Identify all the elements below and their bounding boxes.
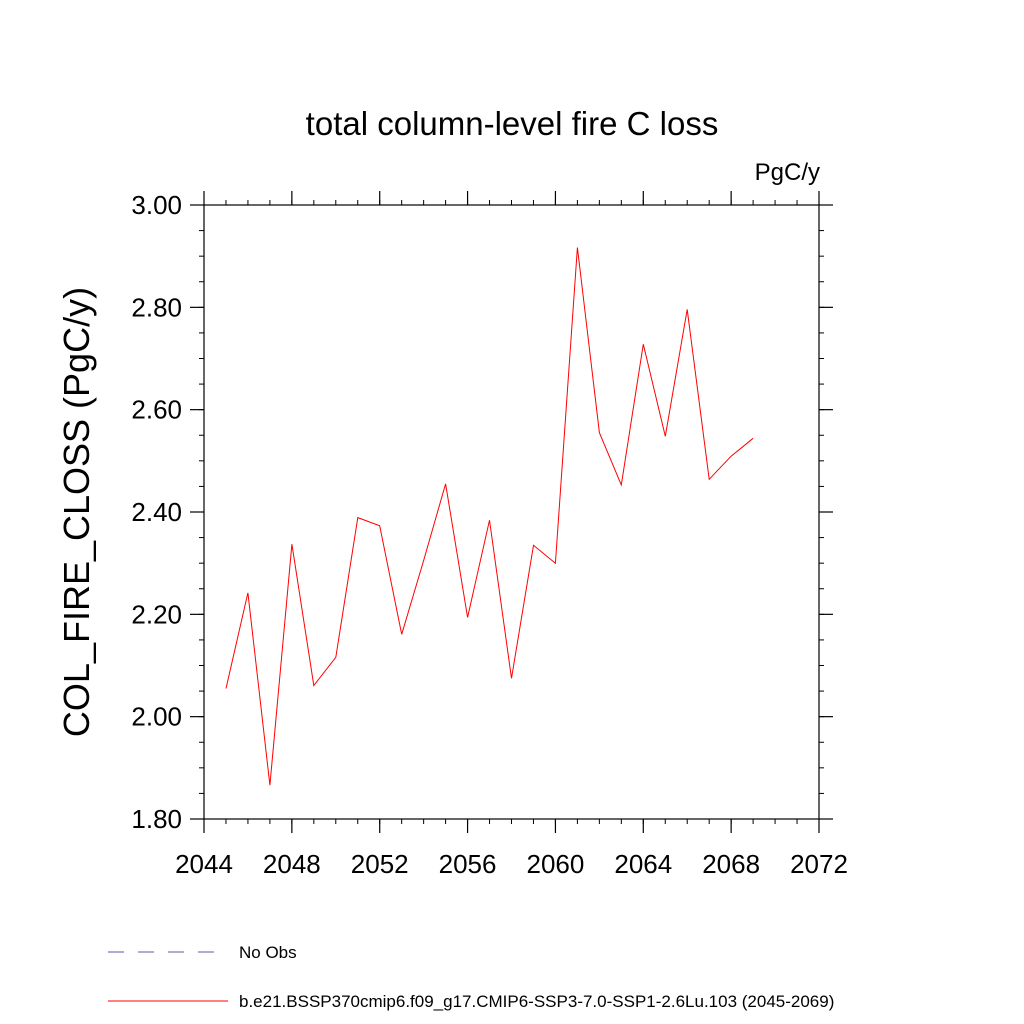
data-point (599, 432, 600, 433)
legend-label-no-obs: No Obs (239, 943, 297, 962)
x-ticks: 2044 2048 2052 2056 2060 2064 2068 2072 (175, 191, 848, 879)
x-tick-label: 2072 (790, 849, 848, 879)
x-tick-label: 2056 (439, 849, 497, 879)
y-ticks: 1.80 2.00 2.20 2.40 2.60 2.80 3.00 (131, 190, 833, 834)
data-point (379, 525, 380, 526)
data-point (643, 344, 644, 345)
data-point (687, 309, 688, 310)
y-axis-label: COL_FIRE_CLOSS (PgC/y) (56, 287, 97, 737)
data-point (269, 785, 270, 786)
data-point (555, 563, 556, 564)
data-point (533, 545, 534, 546)
legend: No Obs b.e21.BSSP370cmip6.f09_g17.CMIP6-… (108, 943, 834, 1011)
data-point (467, 617, 468, 618)
data-point (511, 678, 512, 679)
series-line (225, 247, 754, 786)
y-tick-label: 2.40 (131, 497, 182, 527)
x-tick-label: 2052 (351, 849, 409, 879)
data-point (423, 560, 424, 561)
y-tick-label: 2.60 (131, 395, 182, 425)
y-tick-label: 2.20 (131, 599, 182, 629)
y-tick-label: 2.00 (131, 702, 182, 732)
y-tick-label: 2.80 (131, 292, 182, 322)
data-point (225, 688, 226, 689)
data-point (489, 520, 490, 521)
data-point (313, 685, 314, 686)
data-point (577, 247, 578, 248)
data-point (335, 657, 336, 658)
data-point (621, 484, 622, 485)
plot-frame (203, 204, 820, 820)
chart-title: total column-level fire C loss (306, 105, 719, 142)
data-point (731, 456, 732, 457)
data-point (247, 592, 248, 593)
x-tick-label: 2064 (614, 849, 672, 879)
x-tick-label: 2044 (175, 849, 233, 879)
units-label: PgC/y (755, 159, 820, 186)
x-tick-label: 2068 (702, 849, 760, 879)
data-point (665, 436, 666, 437)
data-point (291, 544, 292, 545)
y-tick-label: 3.00 (131, 190, 182, 220)
x-tick-label: 2048 (263, 849, 321, 879)
data-point (357, 517, 358, 518)
data-point (753, 438, 754, 439)
series-layer (225, 247, 754, 786)
legend-label-model: b.e21.BSSP370cmip6.f09_g17.CMIP6-SSP3-7.… (239, 992, 834, 1011)
data-point (401, 634, 402, 635)
x-tick-label: 2060 (527, 849, 585, 879)
data-point (445, 483, 446, 484)
y-tick-label: 1.80 (131, 804, 182, 834)
data-point (709, 479, 710, 480)
